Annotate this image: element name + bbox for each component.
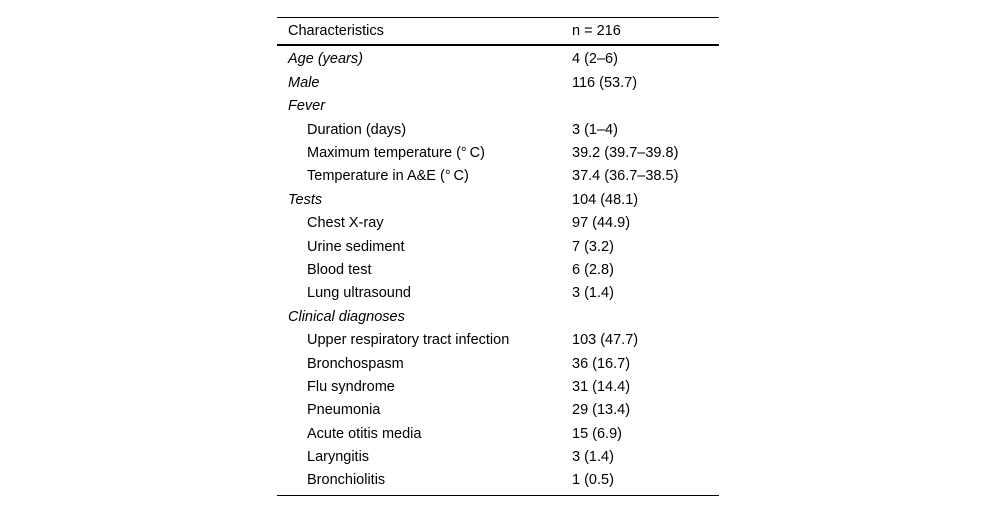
row-value: 36 (16.7) bbox=[572, 355, 631, 372]
table-row: Acute otitis media 15 (6.9) bbox=[277, 422, 719, 445]
row-label: Fever bbox=[288, 98, 326, 115]
row-label: Duration (days) bbox=[307, 121, 407, 138]
row-label: Bronchiolitis bbox=[307, 472, 386, 489]
row-label: Clinical diagnoses bbox=[288, 308, 405, 325]
header-col-characteristics: Characteristics bbox=[288, 22, 384, 39]
characteristics-table: Characteristics n = 216 Age (years) 4 (2… bbox=[277, 17, 719, 497]
row-label: Lung ultrasound bbox=[307, 285, 411, 302]
table-row: Tests 104 (48.1) bbox=[277, 188, 719, 211]
row-value: 4 (2–6) bbox=[572, 51, 618, 68]
row-label: Laryngitis bbox=[307, 449, 370, 466]
row-value: 31 (14.4) bbox=[572, 378, 631, 395]
table-row: Duration (days) 3 (1–4) bbox=[277, 118, 719, 141]
row-label: Urine sediment bbox=[307, 238, 405, 255]
row-label: Tests bbox=[288, 191, 323, 208]
row-label: Age (years) bbox=[288, 51, 363, 68]
table-header-row: Characteristics n = 216 bbox=[277, 17, 719, 46]
table-row: Bronchiolitis 1 (0.5) bbox=[277, 469, 719, 492]
table-row: Pneumonia 29 (13.4) bbox=[277, 399, 719, 422]
row-label: Chest X-ray bbox=[307, 215, 384, 232]
table-row: Fever bbox=[277, 95, 719, 118]
row-label: Pneumonia bbox=[307, 402, 381, 419]
table-row: Lung ultrasound 3 (1.4) bbox=[277, 282, 719, 305]
row-label: Temperature in A&E (° C) bbox=[307, 168, 469, 185]
row-label: Acute otitis media bbox=[307, 425, 422, 442]
row-label: Blood test bbox=[307, 261, 372, 278]
row-value: 39.2 (39.7–39.8) bbox=[572, 145, 679, 161]
row-label: Male bbox=[288, 74, 320, 91]
row-value: 7 (3.2) bbox=[572, 238, 614, 255]
header-col-n: n = 216 bbox=[572, 22, 621, 39]
row-value: 3 (1–4) bbox=[572, 121, 618, 138]
table-row: Bronchospasm 36 (16.7) bbox=[277, 352, 719, 375]
table-row: Chest X-ray 97 (44.9) bbox=[277, 212, 719, 235]
row-label: Flu syndrome bbox=[307, 378, 395, 395]
row-value: 29 (13.4) bbox=[572, 402, 631, 419]
row-value: 103 (47.7) bbox=[572, 332, 639, 349]
row-value: 37.4 (36.7–38.5) bbox=[572, 168, 679, 185]
table-row: Clinical diagnoses bbox=[277, 305, 719, 328]
row-label: Maximum temperature (° C) bbox=[307, 145, 485, 161]
row-label: Upper respiratory tract infection bbox=[307, 332, 510, 349]
table-row: Flu syndrome 31 (14.4) bbox=[277, 375, 719, 398]
row-value: 6 (2.8) bbox=[572, 261, 614, 278]
table-row: Upper respiratory tract infection 103 (4… bbox=[277, 329, 719, 352]
row-value: 97 (44.9) bbox=[572, 215, 631, 232]
table-row: Temperature in A&E (° C) 37.4 (36.7–38.5… bbox=[277, 165, 719, 188]
row-value: 3 (1.4) bbox=[572, 285, 614, 302]
row-value: 104 (48.1) bbox=[572, 191, 639, 208]
row-value: 1 (0.5) bbox=[572, 472, 614, 489]
table-row: Age (years) 4 (2–6) bbox=[277, 48, 719, 71]
table-body: Age (years) 4 (2–6) Male 116 (53.7) Feve… bbox=[277, 46, 719, 497]
table-row: Urine sediment 7 (3.2) bbox=[277, 235, 719, 258]
row-value: 3 (1.4) bbox=[572, 449, 614, 466]
row-value: 116 (53.7) bbox=[572, 74, 638, 91]
row-value: 15 (6.9) bbox=[572, 425, 622, 442]
table-row: Male 116 (53.7) bbox=[277, 71, 719, 94]
row-label: Bronchospasm bbox=[307, 355, 404, 372]
table-row: Blood test 6 (2.8) bbox=[277, 259, 719, 282]
table-row: Maximum temperature (° C) 39.2 (39.7–39.… bbox=[277, 142, 719, 165]
table-row: Laryngitis 3 (1.4) bbox=[277, 446, 719, 469]
